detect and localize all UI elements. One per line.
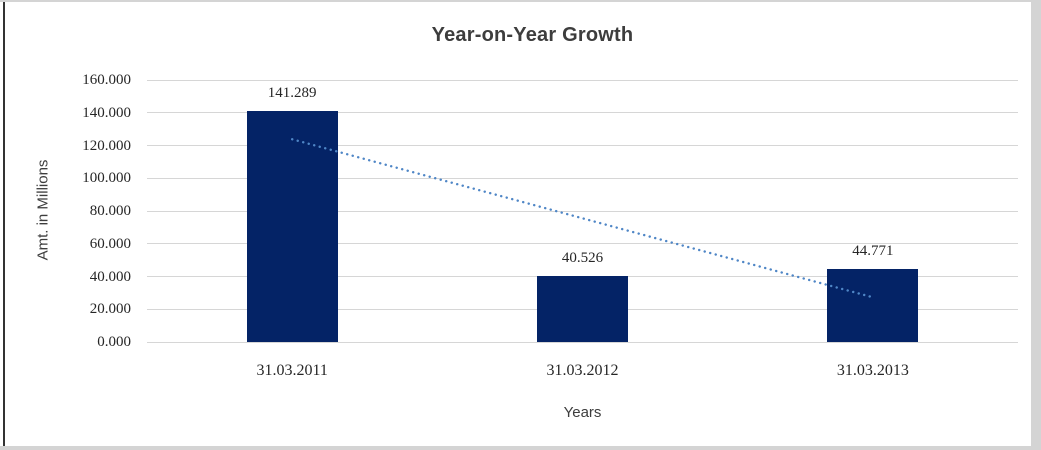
gridline — [147, 210, 1018, 212]
y-tick-label: 60.000 — [89, 235, 131, 252]
bar — [537, 275, 628, 342]
bar — [827, 268, 919, 342]
gridline — [147, 341, 1018, 343]
right-border — [1031, 0, 1041, 450]
x-category-label: 31.03.2012 — [546, 362, 619, 379]
left-window-edge — [3, 2, 5, 446]
gridline — [147, 112, 1018, 114]
bar-value-label: 40.526 — [561, 249, 604, 266]
y-tick-label: 40.000 — [89, 268, 131, 285]
gridline — [147, 79, 1018, 81]
x-axis-title: Years — [563, 404, 602, 421]
gridline — [147, 243, 1018, 245]
trendline — [290, 138, 875, 299]
chart-title: Year-on-Year Growth — [431, 24, 634, 46]
y-tick-label: 20.000 — [89, 301, 131, 318]
y-tick-label: 140.000 — [82, 104, 131, 121]
y-tick-label: 100.000 — [82, 170, 131, 187]
y-tick-label: 80.000 — [89, 203, 131, 219]
bar — [246, 110, 338, 342]
gridline — [147, 177, 1018, 179]
y-tick-label: 120.000 — [82, 137, 131, 154]
y-tick-label: 0.000 — [97, 334, 131, 350]
bar-value-label: 44.771 — [852, 242, 894, 259]
x-category-label: 31.03.2013 — [836, 362, 909, 379]
gridline — [147, 145, 1018, 146]
bottom-border — [0, 446, 1041, 450]
bar-value-label: 141.289 — [267, 84, 317, 101]
plot-area: 141.289 31.03.2011 40.526 31.03.2012 44.771 3… — [147, 79, 1018, 379]
x-category-label: 31.03.2011 — [256, 362, 328, 379]
y-tick-label: 160.000 — [82, 72, 131, 88]
top-border — [0, 0, 1041, 2]
y-axis-tick-labels: 160.000 140.000 120.000 100.000 80.000 60.000… — [11, 0, 131, 450]
